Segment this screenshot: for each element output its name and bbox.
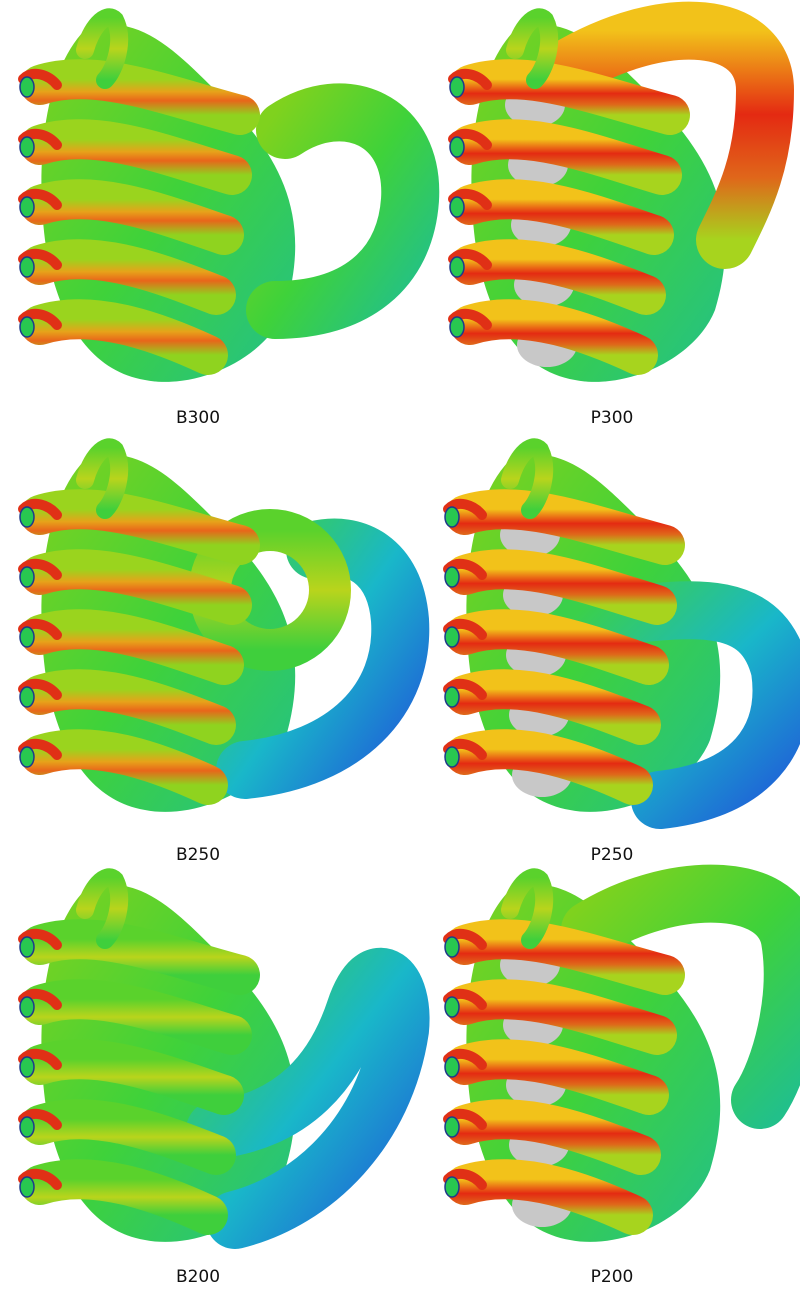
finger-tip-end [20, 137, 34, 157]
finger-tip-end [450, 77, 464, 97]
panel-label: B300 [176, 408, 220, 428]
panel-image: B200 [20, 877, 401, 1287]
panel-image: B300 [20, 17, 410, 428]
finger-tip-end [20, 77, 34, 97]
finger-tip-end [20, 997, 34, 1017]
finger-tip-end [445, 937, 459, 957]
panel-label: P300 [591, 408, 634, 428]
finger-tip-end [20, 627, 34, 647]
finger-tip-end [445, 747, 459, 767]
finger-tip-end [20, 1177, 34, 1197]
finger-tip-end [445, 1177, 459, 1197]
panel-image: P200 [445, 877, 793, 1287]
finger-tip-end [450, 257, 464, 277]
finger-tip-end [20, 1117, 34, 1137]
panel-label: P250 [591, 845, 634, 865]
finger-tip-end [445, 507, 459, 527]
finger-tip-end [445, 627, 459, 647]
page: {"panels": [{"label": "B300"}, {"label":… [0, 0, 800, 1294]
panel-label: P200 [591, 1267, 634, 1287]
finger-tip-end [20, 567, 34, 587]
finger-tip-end [445, 1117, 459, 1137]
finger-tip-end [20, 197, 34, 217]
finger-tip-end [450, 197, 464, 217]
finger-tip-end [20, 1057, 34, 1077]
figure: B300 P300 B250 P250 B200 P200 [0, 0, 800, 1294]
panel-label: B250 [176, 845, 220, 865]
finger-tip-end [445, 567, 459, 587]
panel-image: B250 [20, 447, 400, 865]
tail [275, 112, 410, 310]
finger-tip-end [445, 687, 459, 707]
finger-tip-end [20, 687, 34, 707]
finger-tip-end [445, 1057, 459, 1077]
finger-tip-end [20, 317, 34, 337]
panel-image: P300 [450, 17, 765, 428]
finger-tip-end [20, 507, 34, 527]
finger-tip-end [20, 937, 34, 957]
panels: B300 P300 B250 P250 B200 P200 [20, 17, 793, 1287]
finger-tip-end [445, 997, 459, 1017]
finger-tip-end [450, 317, 464, 337]
finger-tip-end [20, 747, 34, 767]
panel-label: B200 [176, 1267, 220, 1287]
finger-tip-end [20, 257, 34, 277]
panel-image: P250 [445, 447, 782, 865]
finger-tip-end [450, 137, 464, 157]
